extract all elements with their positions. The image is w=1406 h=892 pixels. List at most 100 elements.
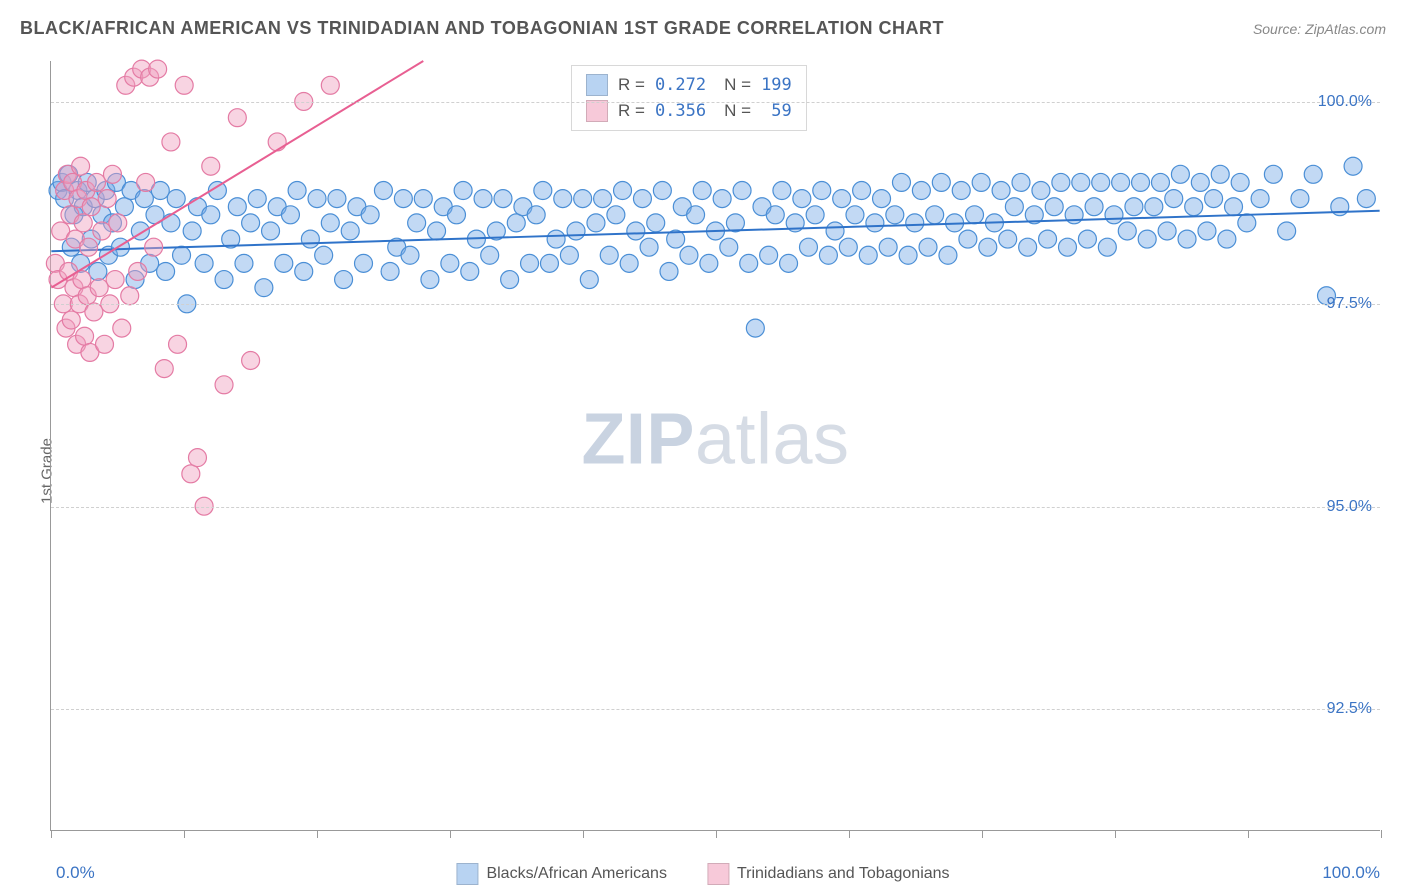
scatter-point [115, 198, 133, 216]
scatter-point [335, 271, 353, 289]
scatter-point [481, 246, 499, 264]
scatter-point [600, 246, 618, 264]
scatter-point [315, 246, 333, 264]
scatter-point [202, 157, 220, 175]
scatter-point [892, 173, 910, 191]
stats-n-value: 199 [761, 75, 792, 95]
scatter-point [926, 206, 944, 224]
scatter-point [275, 254, 293, 272]
scatter-point [169, 335, 187, 353]
scatter-point [447, 206, 465, 224]
scatter-point [1198, 222, 1216, 240]
scatter-point [72, 157, 90, 175]
chart-svg [51, 61, 1380, 830]
x-tick [716, 830, 717, 838]
scatter-point [806, 206, 824, 224]
scatter-point [1032, 182, 1050, 200]
scatter-point [1072, 173, 1090, 191]
scatter-point [62, 311, 80, 329]
scatter-point [647, 214, 665, 232]
scatter-point [248, 190, 266, 208]
y-tick-label: 97.5% [1327, 295, 1372, 313]
scatter-point [96, 335, 114, 353]
scatter-point [1165, 190, 1183, 208]
scatter-point [106, 271, 124, 289]
scatter-point [80, 238, 98, 256]
plot-area: ZIPatlas R =0.272N =199R =0.356N = 59 10… [50, 61, 1380, 831]
scatter-point [162, 133, 180, 151]
legend-swatch [456, 863, 478, 885]
scatter-point [580, 271, 598, 289]
scatter-point [507, 214, 525, 232]
source-label: Source: [1253, 21, 1301, 37]
scatter-point [408, 214, 426, 232]
scatter-point [966, 206, 984, 224]
scatter-point [441, 254, 459, 272]
x-tick [1381, 830, 1382, 838]
scatter-point [162, 214, 180, 232]
scatter-point [1238, 214, 1256, 232]
stats-n-label: N = [724, 75, 751, 95]
scatter-point [1105, 206, 1123, 224]
scatter-point [1218, 230, 1236, 248]
scatter-point [547, 230, 565, 248]
scatter-point [932, 173, 950, 191]
scatter-point [614, 182, 632, 200]
scatter-point [1171, 165, 1189, 183]
scatter-point [607, 206, 625, 224]
x-axis-min-label: 0.0% [56, 863, 95, 883]
scatter-point [228, 198, 246, 216]
scatter-point [1185, 198, 1203, 216]
scatter-point [713, 190, 731, 208]
scatter-point [620, 254, 638, 272]
scatter-point [1078, 230, 1096, 248]
scatter-point [74, 214, 92, 232]
scatter-point [1125, 198, 1143, 216]
scatter-point [328, 190, 346, 208]
scatter-point [301, 230, 319, 248]
legend-swatch [707, 863, 729, 885]
scatter-point [321, 214, 339, 232]
scatter-point [374, 182, 392, 200]
scatter-point [1191, 173, 1209, 191]
scatter-point [281, 206, 299, 224]
y-tick-label: 92.5% [1327, 700, 1372, 718]
stats-row: R =0.272N =199 [586, 72, 792, 98]
scatter-point [1145, 198, 1163, 216]
scatter-point [833, 190, 851, 208]
source-link[interactable]: ZipAtlas.com [1305, 21, 1386, 37]
scatter-point [733, 182, 751, 200]
scatter-point [501, 271, 519, 289]
scatter-point [952, 182, 970, 200]
legend-label: Blacks/African Americans [486, 865, 667, 883]
scatter-point [1251, 190, 1269, 208]
scatter-point [195, 254, 213, 272]
scatter-point [1052, 173, 1070, 191]
scatter-point [1291, 190, 1309, 208]
scatter-point [1098, 238, 1116, 256]
scatter-point [560, 246, 578, 264]
scatter-point [255, 279, 273, 297]
x-axis-max-label: 100.0% [1322, 863, 1380, 883]
stats-r-value: 0.356 [655, 101, 706, 121]
scatter-point [88, 173, 106, 191]
x-tick [849, 830, 850, 838]
scatter-point [1225, 198, 1243, 216]
scatter-point [899, 246, 917, 264]
x-tick [184, 830, 185, 838]
scatter-point [1112, 173, 1130, 191]
scatter-point [1085, 198, 1103, 216]
scatter-point [428, 222, 446, 240]
scatter-point [680, 246, 698, 264]
scatter-point [242, 214, 260, 232]
scatter-point [82, 198, 100, 216]
scatter-point [474, 190, 492, 208]
scatter-point [839, 238, 857, 256]
scatter-point [740, 254, 758, 272]
scatter-point [188, 449, 206, 467]
scatter-point [992, 182, 1010, 200]
scatter-point [262, 222, 280, 240]
scatter-point [1059, 238, 1077, 256]
scatter-point [653, 182, 671, 200]
scatter-point [1118, 222, 1136, 240]
